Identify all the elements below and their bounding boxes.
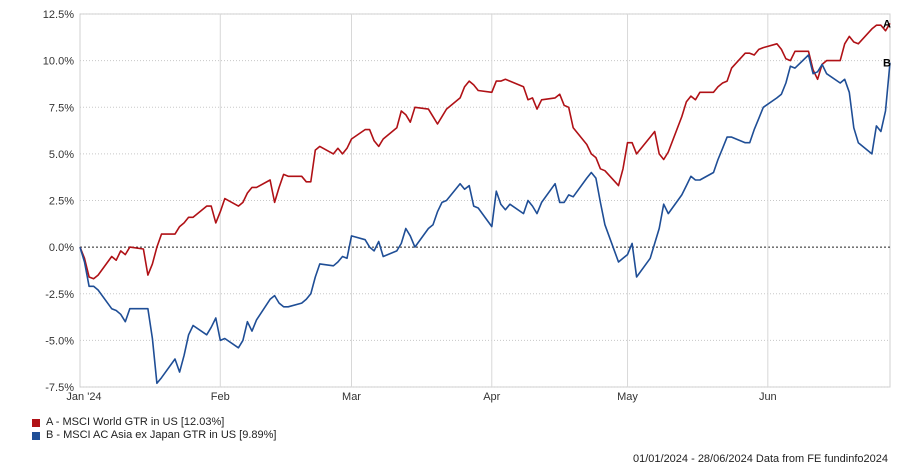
y-tick-label: 5.0% <box>49 149 74 161</box>
y-tick-label: 2.5% <box>49 196 74 208</box>
y-tick-label: 10.0% <box>43 56 74 68</box>
x-tick-label: Jun <box>759 391 777 403</box>
x-tick-label: Feb <box>211 391 230 403</box>
series-line-b <box>79 54 891 385</box>
y-tick-label: -5.0% <box>45 335 74 347</box>
y-tick-label: -2.5% <box>45 289 74 301</box>
y-tick-label: 0.0% <box>49 242 74 254</box>
legend-item-a: A - MSCI World GTR in US [12.03%] <box>32 416 276 429</box>
legend-label-a: A - MSCI World GTR in US [12.03%] <box>46 416 225 428</box>
x-tick-label: Jan '24 <box>66 391 101 403</box>
series-end-label-a: A <box>883 18 891 30</box>
footer-source: 01/01/2024 - 28/06/2024 Data from FE fun… <box>632 453 888 465</box>
legend-item-b: B - MSCI AC Asia ex Japan GTR in US [9.8… <box>32 429 276 442</box>
series-end-label-b: B <box>883 58 891 70</box>
x-tick-label: Apr <box>483 391 500 403</box>
legend-swatch-b <box>32 431 40 440</box>
x-tick-label: May <box>617 391 638 403</box>
y-tick-label: 12.5% <box>43 9 74 21</box>
legend-label-b: B - MSCI AC Asia ex Japan GTR in US [9.8… <box>46 429 277 441</box>
series-line-a <box>79 22 891 280</box>
x-tick-label: Mar <box>342 391 361 403</box>
legend: A - MSCI World GTR in US [12.03%] B - MS… <box>32 416 276 442</box>
legend-swatch-a <box>32 418 40 427</box>
y-tick-label: 7.5% <box>49 102 74 114</box>
y-tick-label: -7.5% <box>45 382 74 394</box>
